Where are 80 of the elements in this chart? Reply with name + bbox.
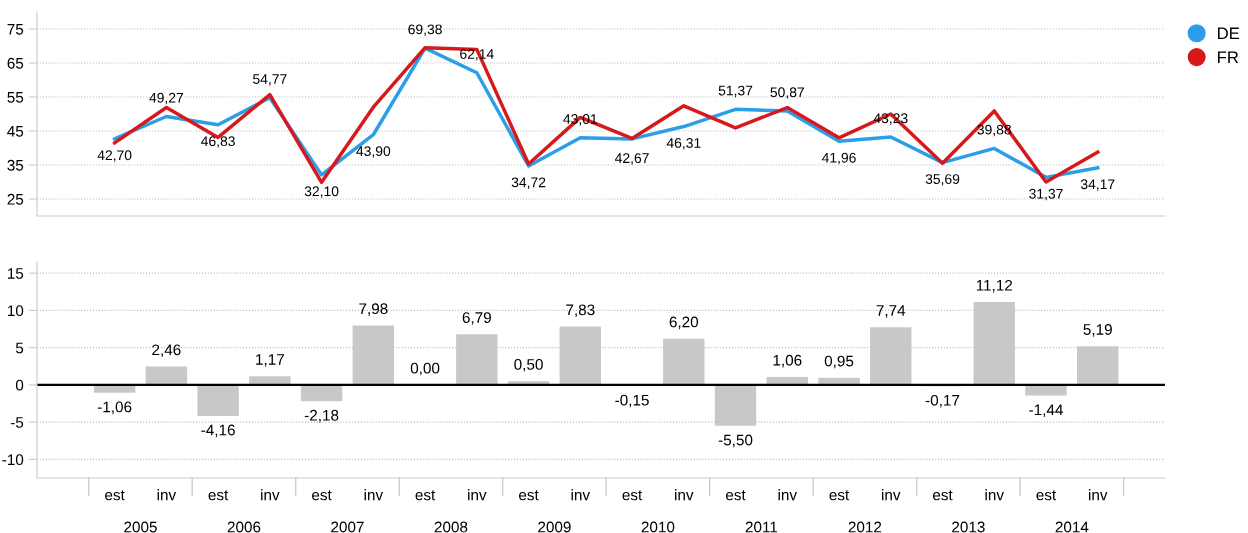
- x-tick-label: inv: [157, 489, 177, 501]
- data-label: -2,18: [304, 409, 339, 423]
- data-label: 0,00: [410, 362, 440, 376]
- data-label: 2,46: [152, 344, 181, 358]
- data-label: -4,16: [201, 424, 235, 438]
- x-tick-label: est: [208, 490, 229, 501]
- data-label: 34,72: [511, 177, 546, 189]
- x-tick-label: est: [312, 490, 332, 501]
- text: 2007: [331, 521, 364, 533]
- x-tick-label: inv: [675, 489, 694, 501]
- y-tick-label: 75: [7, 24, 24, 35]
- x-tick-label: est: [932, 490, 953, 501]
- data-label: 51,37: [718, 85, 753, 98]
- x-tick-label: est: [105, 490, 125, 501]
- data-label: 41,96: [821, 152, 856, 165]
- data-label: 6,79: [462, 312, 491, 325]
- data-label: 49,27: [149, 92, 184, 105]
- data-label: 46,31: [666, 138, 701, 150]
- x-tick-label: inv: [778, 489, 797, 501]
- data-label: 42,70: [97, 150, 132, 162]
- data-label: 42,67: [614, 153, 649, 165]
- text: 2006: [227, 521, 261, 533]
- data-label: -5,50: [718, 434, 753, 448]
- y-tick-label: 65: [7, 57, 24, 69]
- x-tick-label: inv: [882, 489, 901, 501]
- data-label: 7,98: [359, 303, 388, 316]
- legend-label: DE: [1218, 27, 1240, 40]
- text: 2014: [1055, 521, 1089, 533]
- y-tick-label: -10: [2, 454, 24, 466]
- text: 2012: [848, 521, 882, 533]
- x-tick-label: inv: [985, 489, 1004, 501]
- x-tick-label: inv: [468, 489, 487, 501]
- data-label: -1,44: [1029, 404, 1063, 417]
- x-tick-label: inv: [571, 489, 591, 501]
- x-tick-label: est: [725, 490, 746, 501]
- y-tick-label: 35: [7, 159, 24, 171]
- x-tick-label: inv: [1088, 489, 1108, 501]
- y-tick-label: 5: [15, 342, 24, 354]
- x-tick-label: est: [519, 490, 539, 501]
- data-label: 43,90: [356, 146, 391, 158]
- y-tick-label: 10: [7, 305, 24, 317]
- data-label: 5,19: [1083, 324, 1112, 337]
- data-label: 7,83: [566, 304, 595, 318]
- y-tick-label: 55: [7, 92, 24, 103]
- text: 2011: [745, 521, 778, 533]
- x-tick-label: est: [622, 490, 643, 501]
- data-label: 31,37: [1029, 188, 1063, 201]
- data-label: 46,83: [201, 136, 235, 148]
- y-tick-label: 25: [7, 193, 24, 205]
- text: 2010: [641, 521, 675, 533]
- text: 2013: [952, 521, 985, 533]
- data-label: 34,17: [1080, 179, 1115, 191]
- x-tick-label: est: [415, 490, 436, 501]
- data-label: 11,12: [976, 279, 1013, 293]
- data-label: -0,17: [925, 394, 960, 408]
- text: 2008: [434, 521, 468, 533]
- y-tick-label: 15: [7, 268, 24, 279]
- x-tick-label: est: [829, 490, 850, 501]
- legend-label: FR: [1218, 51, 1239, 63]
- data-label: 1,17: [256, 354, 284, 367]
- x-tick-label: inv: [364, 489, 384, 501]
- x-tick-label: inv: [261, 489, 280, 501]
- text: 2005: [124, 521, 157, 533]
- data-label: 1,06: [773, 354, 802, 368]
- x-tick-label: est: [1036, 490, 1057, 501]
- text: 2009: [538, 521, 571, 533]
- data-label: 0,50: [514, 359, 543, 372]
- data-label: 69,38: [408, 24, 442, 36]
- data-label: -1,06: [97, 401, 132, 415]
- data-label: 0,95: [824, 355, 854, 369]
- data-label: 32,10: [304, 186, 339, 198]
- data-label: 50,87: [770, 87, 804, 99]
- data-label: 6,20: [669, 316, 699, 330]
- y-tick-label: 45: [7, 126, 24, 137]
- data-label: -0,15: [615, 394, 649, 408]
- data-label: 7,74: [876, 305, 906, 318]
- y-tick-label: 0: [15, 379, 24, 391]
- data-label: 54,77: [253, 74, 287, 86]
- data-label: 35,69: [925, 174, 960, 186]
- y-tick-label: -5: [10, 417, 24, 428]
